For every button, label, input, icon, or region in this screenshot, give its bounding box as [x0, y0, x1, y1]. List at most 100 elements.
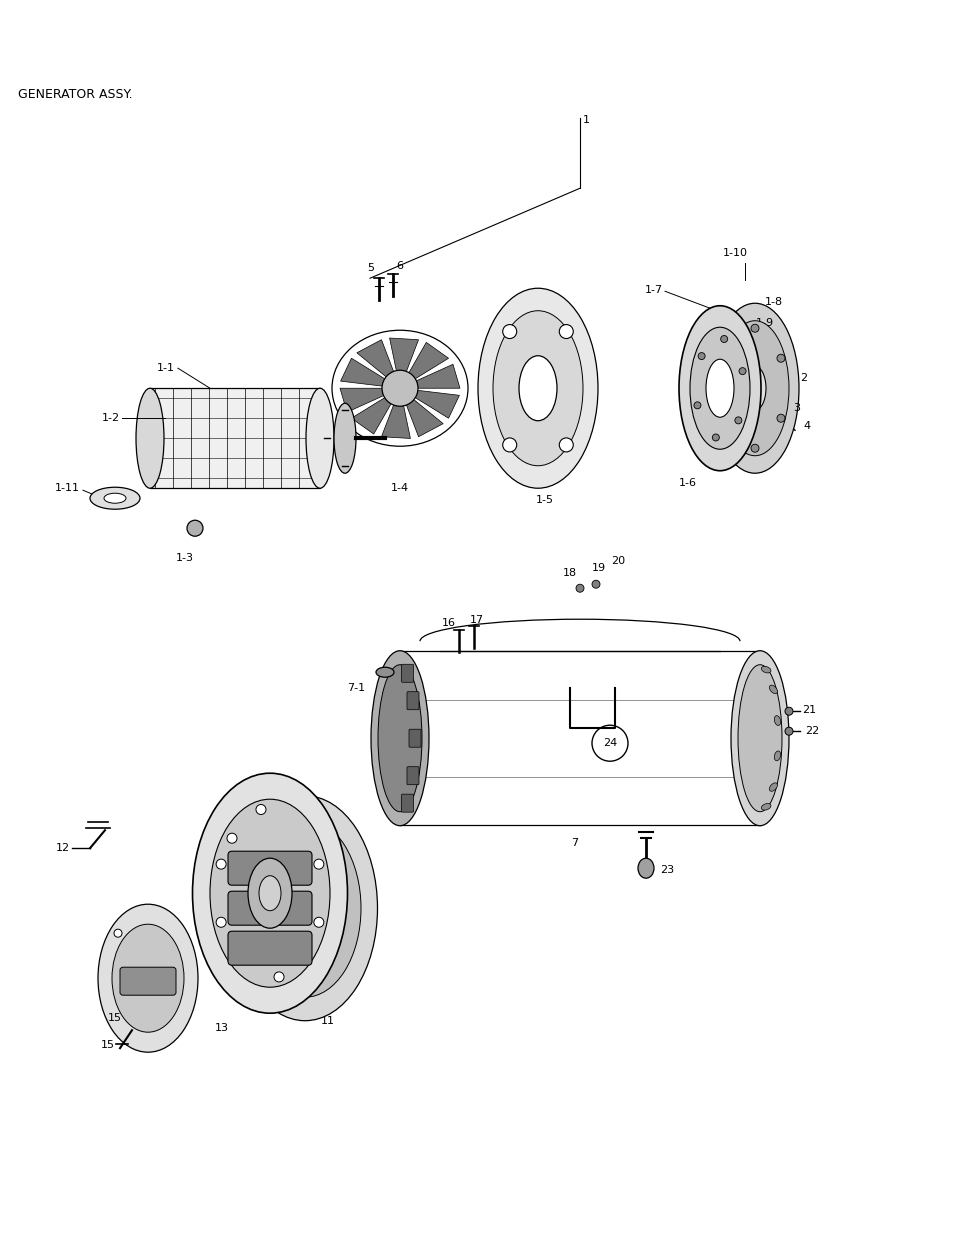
- FancyBboxPatch shape: [228, 851, 312, 885]
- Circle shape: [381, 370, 417, 406]
- FancyBboxPatch shape: [401, 794, 413, 813]
- Text: 9: 9: [254, 793, 262, 803]
- Polygon shape: [389, 338, 418, 374]
- Circle shape: [724, 414, 732, 422]
- Ellipse shape: [334, 404, 355, 473]
- Ellipse shape: [233, 795, 377, 1020]
- Ellipse shape: [768, 783, 777, 792]
- FancyBboxPatch shape: [401, 664, 413, 682]
- Text: 19: 19: [592, 563, 605, 573]
- Text: 3: 3: [792, 404, 800, 414]
- Text: 5: 5: [367, 263, 374, 273]
- Text: 1-5: 1-5: [536, 495, 554, 505]
- Ellipse shape: [743, 367, 765, 410]
- Text: 8: 8: [328, 997, 335, 1007]
- Circle shape: [784, 708, 792, 715]
- Ellipse shape: [306, 388, 334, 488]
- Polygon shape: [408, 342, 448, 379]
- FancyBboxPatch shape: [228, 931, 312, 966]
- Circle shape: [712, 433, 719, 441]
- FancyBboxPatch shape: [325, 947, 345, 979]
- Ellipse shape: [193, 773, 347, 1013]
- Text: 1-7: 1-7: [644, 285, 662, 295]
- Text: 1-1: 1-1: [157, 363, 174, 373]
- Text: 12: 12: [56, 844, 70, 853]
- Text: 1-9: 1-9: [755, 319, 773, 329]
- Circle shape: [255, 804, 266, 815]
- Text: 1: 1: [582, 115, 589, 125]
- Ellipse shape: [136, 388, 164, 488]
- Circle shape: [216, 918, 226, 927]
- Ellipse shape: [375, 667, 394, 677]
- Circle shape: [750, 445, 759, 452]
- Ellipse shape: [258, 876, 281, 910]
- Text: 6: 6: [395, 262, 402, 272]
- Circle shape: [558, 438, 573, 452]
- Polygon shape: [416, 364, 459, 388]
- Polygon shape: [415, 390, 459, 419]
- Text: 15: 15: [101, 1040, 115, 1050]
- Ellipse shape: [730, 651, 788, 826]
- Text: 23: 23: [659, 866, 674, 876]
- Text: 17: 17: [470, 615, 483, 625]
- Ellipse shape: [738, 664, 781, 811]
- FancyBboxPatch shape: [409, 729, 420, 747]
- Ellipse shape: [705, 359, 733, 417]
- Ellipse shape: [720, 321, 788, 456]
- Ellipse shape: [104, 493, 126, 503]
- Circle shape: [558, 325, 573, 338]
- Text: DCA-25SSI2 --- GENERATOR ASSY.: DCA-25SSI2 --- GENERATOR ASSY.: [480, 26, 924, 49]
- Circle shape: [216, 860, 226, 869]
- FancyBboxPatch shape: [407, 767, 418, 784]
- Circle shape: [776, 354, 784, 362]
- Ellipse shape: [210, 799, 330, 987]
- Text: 11: 11: [320, 1016, 335, 1026]
- Text: 1-11: 1-11: [55, 483, 80, 493]
- Circle shape: [274, 972, 284, 982]
- Text: PAGE 58 — DCA-25SSI2 — PARTS AND OPERATION  MANUAL— FINAL COPY  (06/29/01): PAGE 58 — DCA-25SSI2 — PARTS AND OPERATI…: [159, 1199, 794, 1212]
- Circle shape: [693, 401, 700, 409]
- FancyBboxPatch shape: [120, 967, 175, 995]
- Ellipse shape: [493, 311, 582, 466]
- Circle shape: [502, 438, 517, 452]
- FancyBboxPatch shape: [342, 908, 362, 940]
- Text: 4: 4: [802, 421, 809, 431]
- Text: 1-8: 1-8: [764, 298, 782, 308]
- Circle shape: [776, 414, 784, 422]
- Ellipse shape: [679, 306, 760, 471]
- Text: 24: 24: [602, 739, 617, 748]
- Circle shape: [724, 354, 732, 362]
- Ellipse shape: [249, 819, 360, 997]
- Circle shape: [502, 325, 517, 338]
- Polygon shape: [405, 399, 443, 437]
- Polygon shape: [339, 388, 384, 412]
- Polygon shape: [340, 358, 385, 387]
- Text: 16: 16: [441, 619, 456, 629]
- Ellipse shape: [774, 715, 780, 725]
- Ellipse shape: [112, 924, 184, 1032]
- Text: 1-10: 1-10: [721, 248, 747, 258]
- Circle shape: [784, 727, 792, 735]
- Circle shape: [720, 336, 727, 342]
- Ellipse shape: [518, 356, 557, 421]
- FancyBboxPatch shape: [325, 818, 345, 850]
- Ellipse shape: [760, 804, 770, 810]
- Text: 1-3: 1-3: [175, 553, 193, 563]
- Polygon shape: [351, 398, 392, 433]
- Text: 18: 18: [562, 568, 577, 578]
- Text: 21: 21: [801, 705, 815, 715]
- FancyBboxPatch shape: [228, 892, 312, 925]
- Text: 15: 15: [108, 1013, 122, 1024]
- Circle shape: [314, 860, 323, 869]
- Text: 22: 22: [804, 726, 819, 736]
- Circle shape: [576, 584, 583, 593]
- Text: 7-1: 7-1: [347, 683, 365, 693]
- Circle shape: [698, 353, 704, 359]
- Ellipse shape: [477, 288, 598, 488]
- Polygon shape: [356, 340, 394, 378]
- Ellipse shape: [710, 304, 799, 473]
- Ellipse shape: [689, 327, 749, 450]
- FancyBboxPatch shape: [407, 692, 418, 710]
- Circle shape: [592, 580, 599, 588]
- Ellipse shape: [98, 904, 198, 1052]
